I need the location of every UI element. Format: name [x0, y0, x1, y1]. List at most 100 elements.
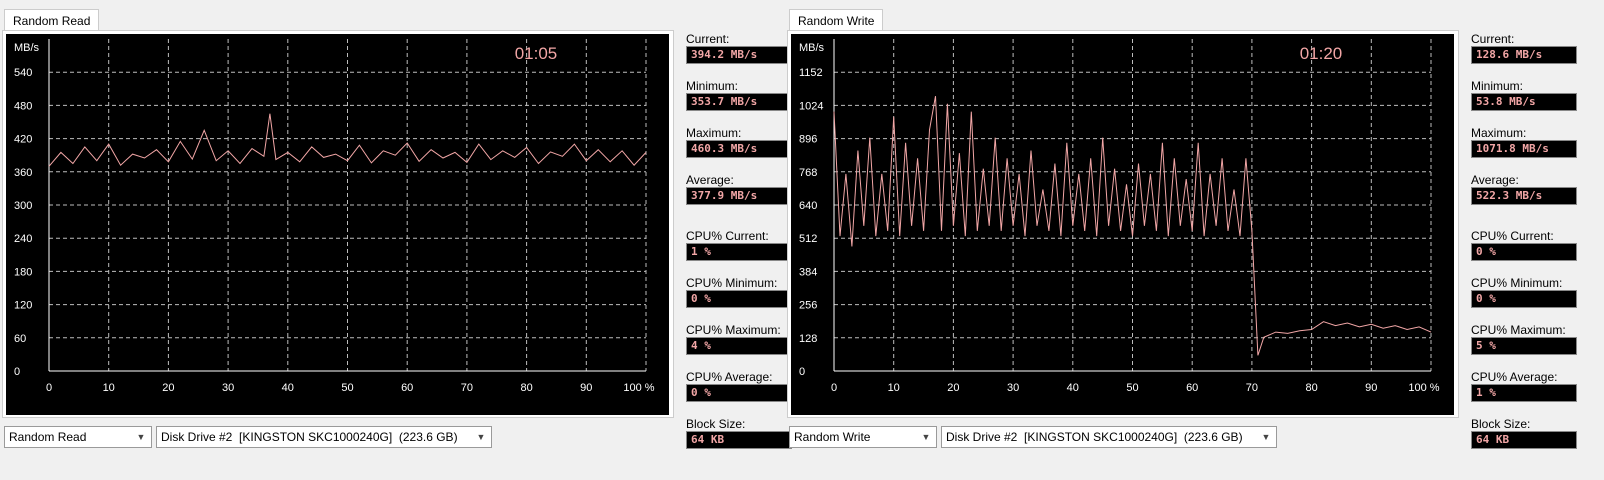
stat-value: 460.3 MB/s: [686, 140, 792, 158]
stat-value: 0 %: [1471, 290, 1577, 308]
stat-value: 4 %: [686, 337, 792, 355]
y-tick-label: 60: [14, 333, 26, 345]
y-tick-label: 0: [14, 366, 20, 378]
x-tick-label: 40: [282, 382, 294, 394]
x-tick-label: 50: [341, 382, 353, 394]
x-tick-label: 40: [1067, 382, 1079, 394]
stat-label: Block Size:: [1471, 417, 1531, 431]
stat-label: CPU% Minimum:: [686, 276, 778, 290]
y-tick-label: 256: [799, 300, 817, 312]
y-tick-label: 512: [799, 233, 817, 245]
test-type-value: Random Read: [9, 430, 87, 444]
stat-value: 394.2 MB/s: [686, 46, 792, 64]
x-tick-label: 20: [162, 382, 174, 394]
test-type-value: Random Write: [794, 430, 871, 444]
x-tick-label: 0: [46, 382, 52, 394]
stat-label: CPU% Average:: [686, 370, 773, 384]
elapsed-timer: 01:05: [515, 44, 558, 63]
chevron-down-icon: ▼: [136, 432, 146, 442]
stat-label: CPU% Minimum:: [1471, 276, 1563, 290]
stat-label: CPU% Average:: [1471, 370, 1558, 384]
random-write-chart-svg: MB/s 0 128 256 384 512 640 768 896 1024 1152 0 10 20 3…: [799, 39, 1440, 394]
throughput-line: [48, 113, 647, 167]
random-write-panel: Random Write MB/s 0 128 256 384 512 640 768 896 1…: [785, 0, 1587, 480]
throughput-line: [833, 96, 1432, 356]
y-unit-label: MB/s: [799, 42, 825, 54]
x-tick-label: 90: [580, 382, 592, 394]
random-read-chart-svg: MB/s 0 60 120 180 240 300 360 420 480 540 0 10 20 30 40…: [14, 39, 655, 394]
y-tick-label: 640: [799, 200, 817, 212]
stat-label: Block Size:: [686, 417, 746, 431]
y-tick-label: 1024: [799, 100, 823, 112]
tab-random-write[interactable]: Random Write: [789, 9, 884, 32]
stat-label: Maximum:: [1471, 126, 1527, 140]
x-tick-label: 100 %: [623, 382, 654, 394]
random-write-chart: MB/s 0 128 256 384 512 640 768 896 1024 1152 0 10 20 3…: [791, 34, 1454, 415]
y-tick-label: 768: [799, 167, 817, 179]
stat-value: 64 KB: [1471, 431, 1577, 449]
drive-select[interactable]: Disk Drive #2 [KINGSTON SKC1000240G] (22…: [156, 426, 492, 448]
stat-label: Maximum:: [686, 126, 742, 140]
stat-label: Minimum:: [1471, 79, 1524, 93]
stat-value: 1 %: [1471, 384, 1577, 402]
x-tick-label: 20: [947, 382, 959, 394]
y-tick-label: 300: [14, 200, 32, 212]
y-tick-label: 384: [799, 266, 817, 278]
random-read-panel: Random Read MB/s 0 60 120 180 240 300 360 420 480…: [2, 9, 792, 449]
stat-value: 0 %: [686, 384, 792, 402]
drive-value: Disk Drive #2 [KINGSTON SKC1000240G] (22…: [946, 430, 1243, 444]
stat-label: CPU% Maximum:: [686, 323, 781, 337]
elapsed-timer: 01:20: [1300, 44, 1343, 63]
stat-label: CPU% Maximum:: [1471, 323, 1566, 337]
drive-select[interactable]: Disk Drive #2 [KINGSTON SKC1000240G] (22…: [941, 426, 1277, 448]
x-tick-label: 10: [888, 382, 900, 394]
x-tick-label: 30: [1007, 382, 1019, 394]
y-tick-label: 896: [799, 134, 817, 146]
stat-value: 353.7 MB/s: [686, 93, 792, 111]
stat-value: 522.3 MB/s: [1471, 187, 1577, 205]
stat-value: 64 KB: [686, 431, 792, 449]
x-tick-label: 10: [103, 382, 115, 394]
y-tick-label: 480: [14, 100, 32, 112]
stat-value: 0 %: [1471, 243, 1577, 261]
stat-value: 5 %: [1471, 337, 1577, 355]
test-type-select[interactable]: Random Write ▼: [789, 426, 937, 448]
stat-label: Minimum:: [686, 79, 739, 93]
y-tick-label: 360: [14, 167, 32, 179]
x-tick-label: 70: [461, 382, 473, 394]
stat-value: 1071.8 MB/s: [1471, 140, 1577, 158]
stat-label: CPU% Current:: [686, 229, 769, 243]
x-tick-label: 60: [401, 382, 413, 394]
random-read-chart: MB/s 0 60 120 180 240 300 360 420 480 540 0 10 20 30 40…: [6, 34, 669, 415]
stat-value: 128.6 MB/s: [1471, 46, 1577, 64]
test-type-select[interactable]: Random Read ▼: [4, 426, 152, 448]
y-unit-label: MB/s: [14, 42, 40, 54]
stat-label: Current:: [1471, 32, 1515, 46]
x-tick-label: 0: [831, 382, 837, 394]
drive-value: Disk Drive #2 [KINGSTON SKC1000240G] (22…: [161, 430, 458, 444]
chevron-down-icon: ▼: [476, 432, 486, 442]
x-tick-label: 30: [222, 382, 234, 394]
tab-random-read[interactable]: Random Read: [4, 9, 100, 32]
stat-value: 1 %: [686, 243, 792, 261]
x-tick-label: 90: [1365, 382, 1377, 394]
y-tick-label: 128: [799, 333, 817, 345]
y-tick-label: 540: [14, 67, 32, 79]
x-tick-label: 100 %: [1408, 382, 1439, 394]
y-tick-label: 180: [14, 266, 32, 278]
x-tick-label: 60: [1186, 382, 1198, 394]
x-tick-label: 50: [1126, 382, 1138, 394]
y-tick-label: 120: [14, 300, 32, 312]
stat-label: Current:: [686, 32, 730, 46]
y-tick-label: 240: [14, 233, 32, 245]
stat-value: 377.9 MB/s: [686, 187, 792, 205]
stat-label: CPU% Current:: [1471, 229, 1554, 243]
x-tick-label: 80: [1305, 382, 1317, 394]
y-tick-label: 420: [14, 134, 32, 146]
stat-value: 0 %: [686, 290, 792, 308]
chevron-down-icon: ▼: [1261, 432, 1271, 442]
x-tick-label: 70: [1246, 382, 1258, 394]
stat-value: 53.8 MB/s: [1471, 93, 1577, 111]
y-tick-label: 1152: [799, 67, 823, 79]
y-tick-label: 0: [799, 366, 805, 378]
